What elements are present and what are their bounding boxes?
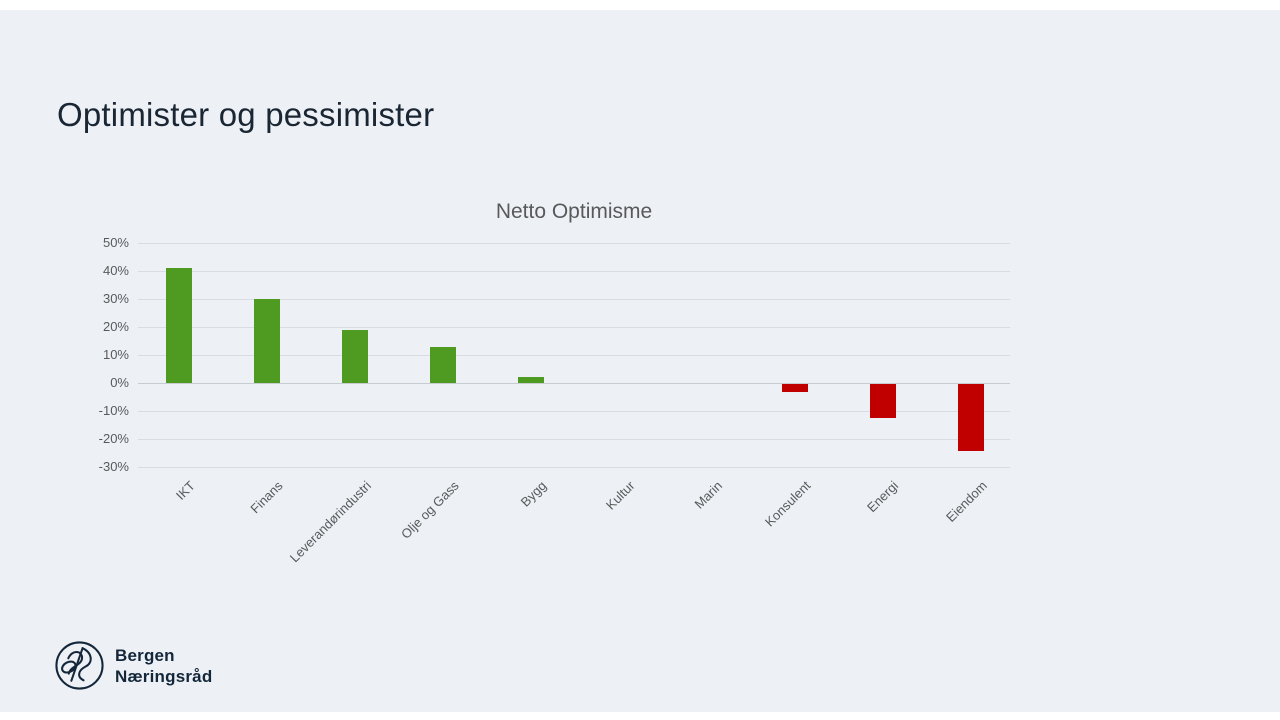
x-axis-category-label: Konsulent <box>762 478 814 530</box>
gridline <box>138 467 1010 468</box>
bar-leverandørindustri <box>342 329 368 383</box>
bar-finans <box>254 299 280 383</box>
x-axis-category-label: Olje og Gass <box>397 478 462 542</box>
bar-eiendom <box>958 384 984 452</box>
bar-konsulent <box>782 384 808 393</box>
gridline <box>138 327 1010 328</box>
gridline <box>138 299 1010 300</box>
y-axis-tick-label: 30% <box>102 291 129 306</box>
y-axis-tick-label: 10% <box>102 347 129 362</box>
x-axis-zero-line <box>138 383 1010 384</box>
x-axis-category-label: Marin <box>692 478 726 512</box>
x-axis-category-label: Bygg <box>518 478 550 510</box>
logo-text-line2: Næringsråd <box>115 666 213 686</box>
x-axis-category-label: Finans <box>247 478 286 517</box>
gridline <box>138 243 1010 244</box>
x-axis-category-label: Kultur <box>602 478 638 513</box>
logo-text-line1: Bergen <box>115 645 175 665</box>
footer-logo: Bergen Næringsråd <box>55 641 212 690</box>
x-axis-category-label: IKT <box>172 478 198 503</box>
y-axis-tick-label: 0% <box>110 375 129 390</box>
y-axis-tick-label: -30% <box>98 459 129 474</box>
bar-ikt <box>166 268 192 383</box>
x-axis-category-label: Leverandørindustri <box>286 478 374 566</box>
y-axis-tick-label: 40% <box>102 263 129 278</box>
net-optimism-bar-chart: Netto Optimisme 50% 40% 30% 20% 10% 0% -10% -20… <box>85 200 1015 630</box>
gridline <box>138 411 1010 412</box>
bar-energi <box>870 384 896 418</box>
bar-olje-og-gass <box>430 346 456 383</box>
gridline <box>138 355 1010 356</box>
bergen-naeringsraad-logo-icon <box>55 641 104 690</box>
logo-text: Bergen Næringsråd <box>115 645 212 687</box>
gridline <box>138 271 1010 272</box>
x-axis-category-label: Energi <box>864 478 902 516</box>
slide-title: Optimister og pessimister <box>57 96 435 133</box>
y-axis-tick-label: 20% <box>102 319 129 334</box>
y-axis-tick-label: -10% <box>98 403 129 418</box>
y-axis-tick-label: -20% <box>98 431 129 446</box>
bar-bygg <box>518 377 544 383</box>
x-axis-category-label: Eiendom <box>942 478 990 525</box>
gridline <box>138 439 1010 440</box>
y-axis-tick-label: 50% <box>102 235 129 250</box>
chart-title: Netto Optimisme <box>495 200 653 223</box>
slide-background: Optimister og pessimister Netto Optimism… <box>0 10 1280 712</box>
